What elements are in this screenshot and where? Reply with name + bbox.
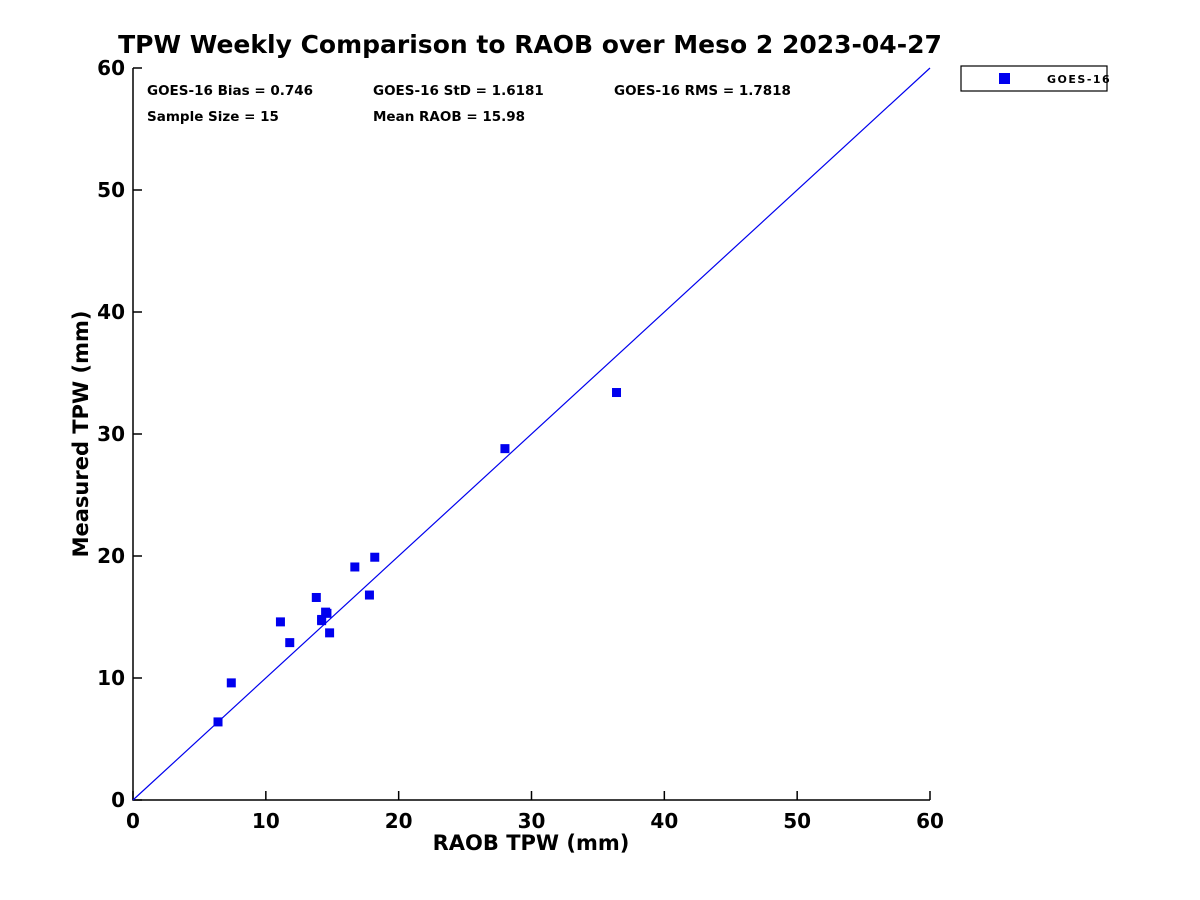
data-point [322, 608, 332, 618]
data-point [285, 638, 295, 648]
axes: 0 10 20 30 40 50 60 0 10 20 30 40 50 60 [97, 56, 944, 833]
stat-rms: GOES-16 RMS = 1.7818 [614, 83, 791, 99]
chart-title: TPW Weekly Comparison to RAOB over Meso … [118, 30, 942, 59]
data-point [213, 717, 223, 727]
y-tick-label: 60 [97, 56, 125, 80]
x-tick-label: 40 [650, 809, 678, 833]
y-tick-label: 20 [97, 544, 125, 568]
legend-marker-goes16-icon [999, 73, 1010, 84]
x-tick-label: 10 [252, 809, 280, 833]
y-tick-label: 10 [97, 666, 125, 690]
y-tick-label: 30 [97, 422, 125, 446]
data-point [311, 592, 321, 602]
legend-label-goes16: GOES-16 [1047, 73, 1111, 86]
stat-sample-size: Sample Size = 15 [147, 109, 279, 125]
y-axis-label: Measured TPW (mm) [69, 311, 93, 558]
data-point [364, 590, 374, 600]
data-point [275, 617, 285, 627]
data-point [317, 614, 327, 624]
x-tick-label: 30 [518, 809, 546, 833]
stat-bias: GOES-16 Bias = 0.746 [147, 83, 313, 99]
data-point [500, 444, 510, 454]
data-point [350, 562, 360, 572]
data-point [370, 552, 380, 562]
data-points [213, 388, 622, 727]
legend: GOES-16 [960, 65, 1111, 92]
x-axis-label: RAOB TPW (mm) [433, 831, 630, 855]
x-tick-label: 20 [385, 809, 413, 833]
y-tick-label: 50 [97, 178, 125, 202]
x-tick-label: 0 [126, 809, 140, 833]
x-tick-label: 50 [783, 809, 811, 833]
data-point [612, 388, 622, 398]
reference-line [132, 67, 931, 801]
data-point [325, 628, 335, 638]
y-tick-label: 40 [97, 300, 125, 324]
legend-box [960, 65, 1108, 92]
y-tick-label: 0 [111, 788, 125, 812]
one-to-one-line [132, 67, 931, 801]
x-tick-label: 60 [916, 809, 944, 833]
stat-mean-raob: Mean RAOB = 15.98 [373, 109, 525, 125]
data-point [226, 678, 236, 688]
stat-std: GOES-16 StD = 1.6181 [373, 83, 544, 99]
